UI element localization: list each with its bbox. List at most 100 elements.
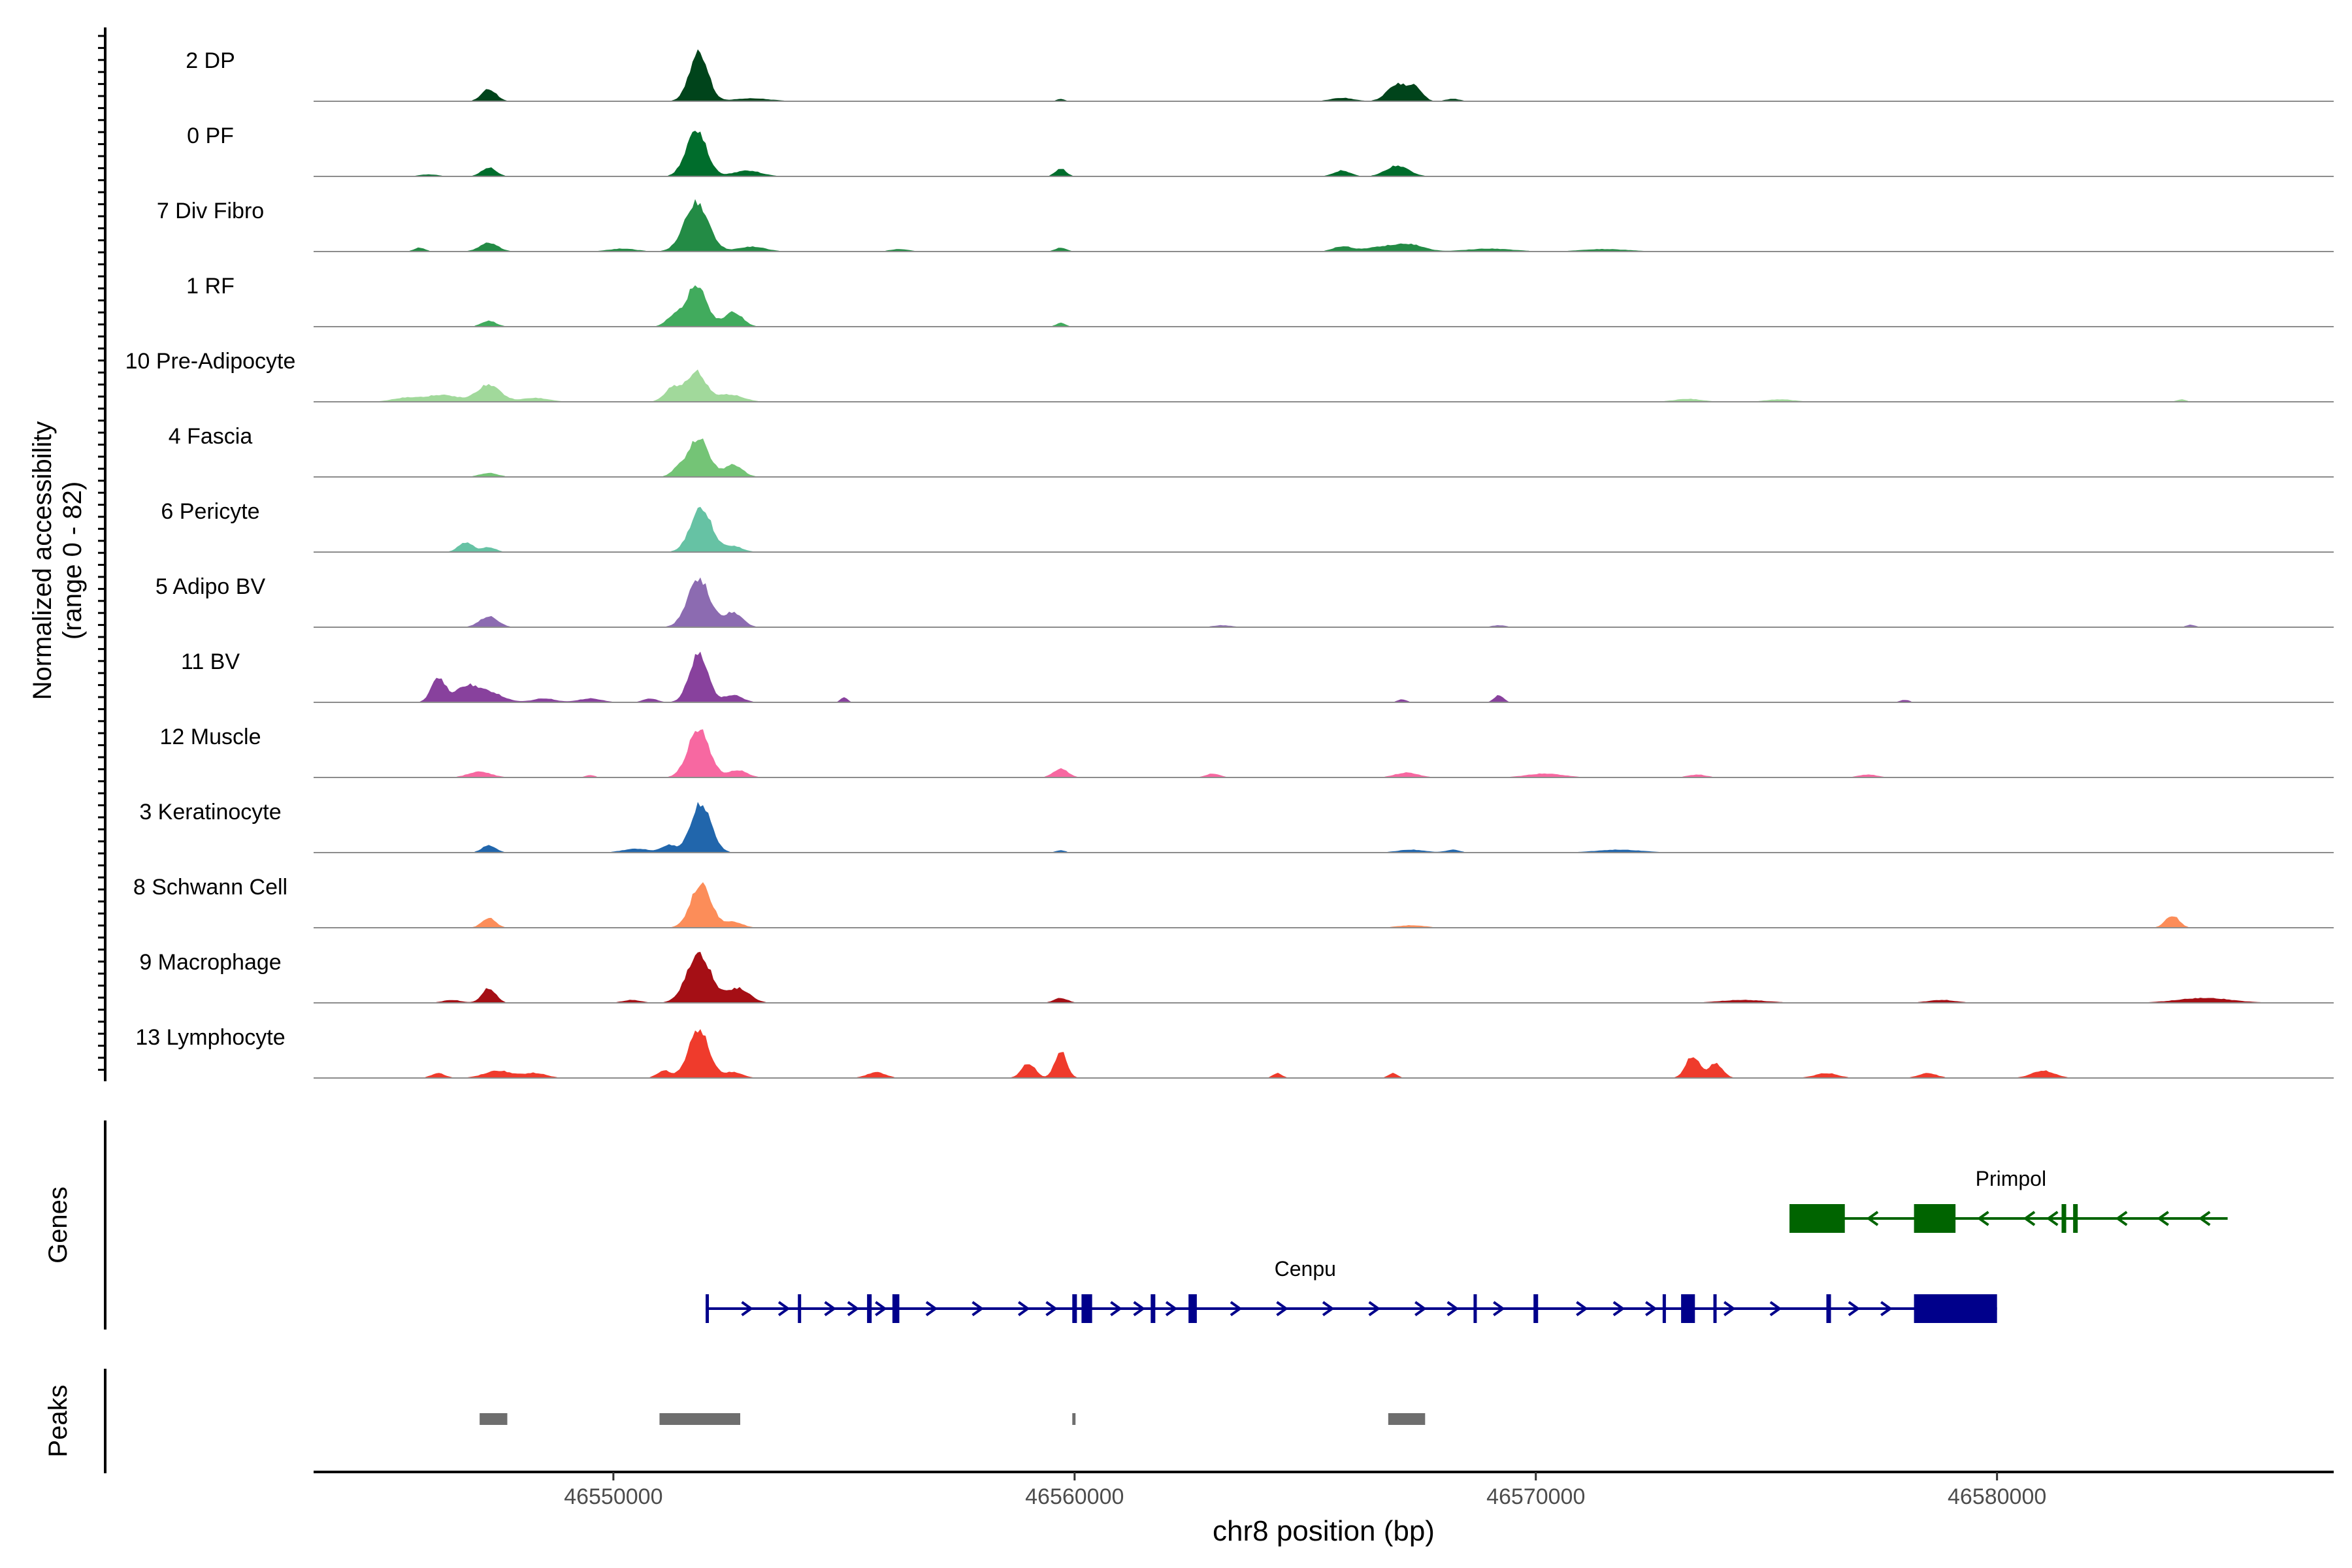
strand-arrow — [925, 1301, 938, 1316]
gene-exon — [1713, 1294, 1717, 1323]
peak-regions — [480, 1413, 1426, 1425]
strand-arrow — [2023, 1211, 2036, 1226]
track-label: 0 PF — [187, 123, 234, 148]
coverage-track: 8 Schwann Cell — [133, 875, 2334, 928]
strand-arrow — [1045, 1301, 1058, 1316]
track-label: 1 RF — [186, 274, 235, 299]
strand-arrow — [1866, 1211, 1879, 1226]
gene-exon — [2073, 1204, 2078, 1233]
coverage-area — [314, 802, 2334, 853]
strand-arrow — [2157, 1211, 2169, 1226]
track-label: 11 BV — [181, 649, 240, 674]
gene-annotations: Primpol Cenpu — [706, 1167, 2228, 1323]
gene-exon — [1662, 1294, 1666, 1323]
track-label: 13 Lymphocyte — [135, 1025, 285, 1050]
track-label: 4 Fascia — [169, 424, 253, 449]
strand-arrow — [1230, 1301, 1243, 1316]
strand-arrow — [1848, 1301, 1861, 1316]
coverage-area — [314, 882, 2334, 928]
x-axis-label: chr8 position (bp) — [1213, 1515, 1435, 1547]
gene-exon — [1473, 1294, 1477, 1323]
gene-exon — [706, 1294, 710, 1323]
x-tick-label: 46550000 — [564, 1484, 662, 1509]
gene-exon — [1081, 1294, 1092, 1323]
x-tick-label: 46570000 — [1486, 1484, 1585, 1509]
strand-arrow — [1110, 1301, 1122, 1316]
strand-arrow — [847, 1301, 860, 1316]
coverage-area — [314, 506, 2334, 552]
gene-exon — [1681, 1294, 1695, 1323]
gene-label: Cenpu — [1275, 1257, 1336, 1281]
coverage-y-axis-label: Normalized accessibility — [28, 421, 57, 700]
gene-exon — [1826, 1294, 1831, 1323]
coverage-area — [314, 131, 2334, 176]
coverage-track: 10 Pre-Adipocyte — [125, 349, 2334, 402]
coverage-area — [314, 438, 2334, 477]
peak-region — [480, 1413, 508, 1425]
x-tick-label: 46560000 — [1025, 1484, 1124, 1509]
strand-arrow — [2115, 1211, 2128, 1226]
strand-arrow — [1645, 1301, 1658, 1316]
peak-region — [1388, 1413, 1426, 1425]
gene-model: Primpol — [1789, 1167, 2228, 1233]
strand-arrow — [2198, 1211, 2211, 1226]
strand-arrow — [1769, 1301, 1782, 1316]
coverage-area — [314, 577, 2334, 627]
strand-arrow — [1723, 1301, 1736, 1316]
coverage-y-axis-range: (range 0 - 82) — [58, 482, 87, 640]
coverage-area — [314, 1029, 2334, 1078]
strand-arrow — [972, 1301, 984, 1316]
x-tick-label: 46580000 — [1948, 1484, 2046, 1509]
strand-arrow — [1276, 1301, 1288, 1316]
gene-model: Cenpu — [706, 1257, 1997, 1323]
gene-exon — [1151, 1294, 1156, 1323]
coverage-area — [314, 49, 2334, 101]
gene-exon — [867, 1294, 872, 1323]
strand-arrow — [824, 1301, 837, 1316]
coverage-track: 3 Keratinocyte — [139, 800, 2334, 853]
strand-arrow — [1165, 1301, 1178, 1316]
track-label: 5 Adipo BV — [155, 574, 266, 599]
coverage-tracks: 2 DP 0 PF 7 Div Fibro 1 RF 10 Pre-Adipocyte 4… — [125, 48, 2334, 1079]
coverage-track: 13 Lymphocyte — [135, 1025, 2334, 1079]
strand-arrow — [1017, 1301, 1030, 1316]
gene-exon — [892, 1294, 900, 1323]
strand-arrow — [1880, 1301, 1893, 1316]
coverage-area — [314, 285, 2334, 327]
track-label: 12 Muscle — [160, 725, 261, 749]
gene-exon — [1072, 1294, 1077, 1323]
coverage-track: 6 Pericyte — [161, 499, 2334, 553]
coverage-area — [314, 729, 2334, 777]
strand-arrow — [1446, 1301, 1460, 1316]
coverage-track: 1 RF — [186, 274, 2334, 327]
coverage-area — [314, 951, 2334, 1003]
gene-exon — [1914, 1204, 1956, 1233]
coverage-track: 2 DP — [186, 48, 2334, 102]
x-axis-ticks: 46550000 46560000 46570000 46580000 — [564, 1472, 2046, 1509]
peak-region — [1072, 1413, 1076, 1425]
strand-arrow — [1977, 1211, 1989, 1226]
peak-region — [659, 1413, 740, 1425]
track-label: 8 Schwann Cell — [133, 875, 287, 900]
gene-exon — [2061, 1204, 2066, 1233]
coverage-area — [314, 369, 2334, 402]
strand-arrow — [1322, 1301, 1335, 1316]
strand-arrow — [875, 1301, 887, 1316]
coverage-track: 7 Div Fibro — [157, 199, 2334, 252]
coverage-track: 12 Muscle — [160, 725, 2334, 778]
coverage-y-axis — [98, 27, 106, 1081]
strand-arrow — [1368, 1301, 1381, 1316]
gene-exon — [1188, 1294, 1197, 1323]
gene-exon — [1533, 1294, 1539, 1323]
track-label: 10 Pre-Adipocyte — [125, 349, 296, 374]
gene-label: Primpol — [1976, 1167, 2046, 1190]
gene-exon — [1789, 1204, 1845, 1233]
track-label: 2 DP — [186, 48, 235, 73]
strand-arrow — [1414, 1301, 1427, 1316]
peaks-axis-label: Peaks — [44, 1384, 73, 1457]
strand-arrow — [741, 1301, 754, 1316]
genes-axis-label: Genes — [44, 1186, 73, 1264]
gene-exon — [1914, 1294, 1997, 1323]
gene-exon — [798, 1294, 802, 1323]
